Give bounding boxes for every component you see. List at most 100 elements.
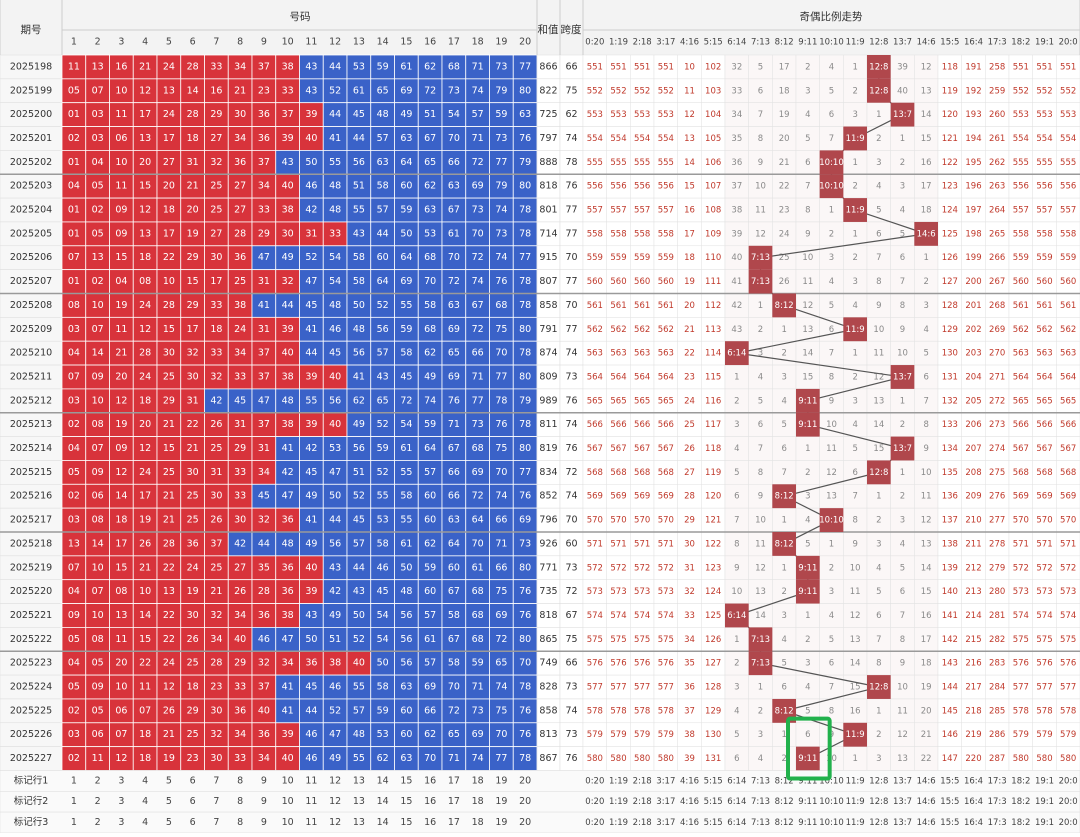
ratio-column-label: 19:1 xyxy=(1035,38,1054,48)
trend-count: 574 xyxy=(634,611,650,621)
number: 27 xyxy=(210,228,222,239)
trend-count: 2 xyxy=(876,134,881,144)
trend-count: 567 xyxy=(1013,444,1029,454)
trend-count: 10 xyxy=(850,563,861,573)
trend-count: 571 xyxy=(658,539,674,549)
number: 44 xyxy=(329,109,341,120)
number: 18 xyxy=(139,252,151,263)
trend-count: 24 xyxy=(779,229,790,239)
number: 08 xyxy=(115,586,127,597)
trend-count: 572 xyxy=(1013,563,1029,573)
trend-count: 1 xyxy=(900,396,905,406)
trend-hit: 8:12 xyxy=(775,301,794,311)
trend-count: 211 xyxy=(965,539,981,549)
footer-number-label: 7 xyxy=(213,775,219,786)
trend-hit-cell xyxy=(796,579,820,604)
number: 56 xyxy=(353,348,365,359)
trend-count: 5 xyxy=(829,635,834,645)
number: 11 xyxy=(115,324,127,335)
number: 37 xyxy=(258,419,270,430)
number: 01 xyxy=(68,228,80,239)
trend-count: 565 xyxy=(1060,396,1076,406)
trend-count: 571 xyxy=(587,539,603,549)
trend-count: 3 xyxy=(734,420,739,430)
trend-hit: 8:12 xyxy=(775,539,794,549)
trend-count: 120 xyxy=(942,110,958,120)
number: 50 xyxy=(400,228,412,239)
footer-number-label: 3 xyxy=(118,796,124,807)
number: 72 xyxy=(495,634,507,645)
number: 68 xyxy=(472,634,484,645)
trend-count: 108 xyxy=(705,206,721,216)
number: 18 xyxy=(115,515,127,526)
trend-count: 11 xyxy=(897,706,908,716)
trend-count: 103 xyxy=(705,86,721,96)
trend-count: 556 xyxy=(1013,182,1029,192)
trend-count: 575 xyxy=(587,635,603,645)
number: 15 xyxy=(187,276,199,287)
trend-count: 571 xyxy=(1013,539,1029,549)
trend-count: 143 xyxy=(942,659,958,669)
trend-count: 555 xyxy=(587,158,603,168)
footer-ratio-label: 20:0 xyxy=(1059,797,1078,807)
trend-count: 12 xyxy=(850,611,861,621)
number: 13 xyxy=(68,538,80,549)
footer-number-label: 9 xyxy=(261,796,267,807)
number: 03 xyxy=(68,324,80,335)
trend-count: 16 xyxy=(850,706,861,716)
number: 53 xyxy=(424,228,436,239)
footer-number-label: 9 xyxy=(261,775,267,786)
number: 12 xyxy=(163,682,175,693)
trend-count: 117 xyxy=(705,420,721,430)
number: 02 xyxy=(68,705,80,716)
trend-hit-cell xyxy=(867,460,891,485)
trend-count: 4 xyxy=(781,396,786,406)
trend-count: 7 xyxy=(876,635,881,645)
trend-count: 575 xyxy=(1060,635,1076,645)
number: 55 xyxy=(377,491,389,502)
number: 49 xyxy=(329,610,341,621)
number: 74 xyxy=(495,682,507,693)
number: 59 xyxy=(472,658,484,669)
trend-count: 7 xyxy=(734,516,739,526)
period: 2025200 xyxy=(10,109,52,120)
number: 25 xyxy=(187,515,199,526)
trend-count: 22 xyxy=(684,349,695,359)
number: 60 xyxy=(424,586,436,597)
footer-ratio-label: 13:7 xyxy=(893,797,912,807)
ratio-column-label: 12:8 xyxy=(869,38,888,48)
sum: 807 xyxy=(539,276,557,287)
trend-count: 553 xyxy=(1060,110,1076,120)
trend-count: 551 xyxy=(634,62,650,72)
number: 52 xyxy=(329,705,341,716)
trend-count: 574 xyxy=(658,611,674,621)
number: 53 xyxy=(377,729,389,740)
footer-ratio-label: 4:16 xyxy=(680,797,699,807)
trend-count: 218 xyxy=(965,706,981,716)
footer-ratio-label: 1:19 xyxy=(609,818,628,828)
period: 2025204 xyxy=(10,205,52,216)
number: 07 xyxy=(68,371,80,382)
number: 07 xyxy=(92,443,104,454)
trend-count: 39 xyxy=(684,754,695,764)
number: 35 xyxy=(258,562,270,573)
number: 10 xyxy=(92,300,104,311)
ratio-column-label: 16:4 xyxy=(964,38,983,48)
number: 19 xyxy=(115,300,127,311)
footer-number-label: 18 xyxy=(472,775,484,786)
trend-count: 579 xyxy=(1036,730,1052,740)
span: 62 xyxy=(565,109,577,120)
number-column-label: 8 xyxy=(237,37,243,48)
number: 45 xyxy=(305,300,317,311)
number: 33 xyxy=(234,753,246,764)
number: 12 xyxy=(115,395,127,406)
trend-count: 8 xyxy=(900,301,905,311)
trend-count: 36 xyxy=(684,683,695,693)
number: 73 xyxy=(495,61,507,72)
trend-count: 37 xyxy=(731,182,742,192)
number: 39 xyxy=(305,371,317,382)
trend-count: 561 xyxy=(610,301,626,311)
number: 05 xyxy=(92,705,104,716)
sum: 801 xyxy=(539,205,557,216)
number: 57 xyxy=(424,658,436,669)
